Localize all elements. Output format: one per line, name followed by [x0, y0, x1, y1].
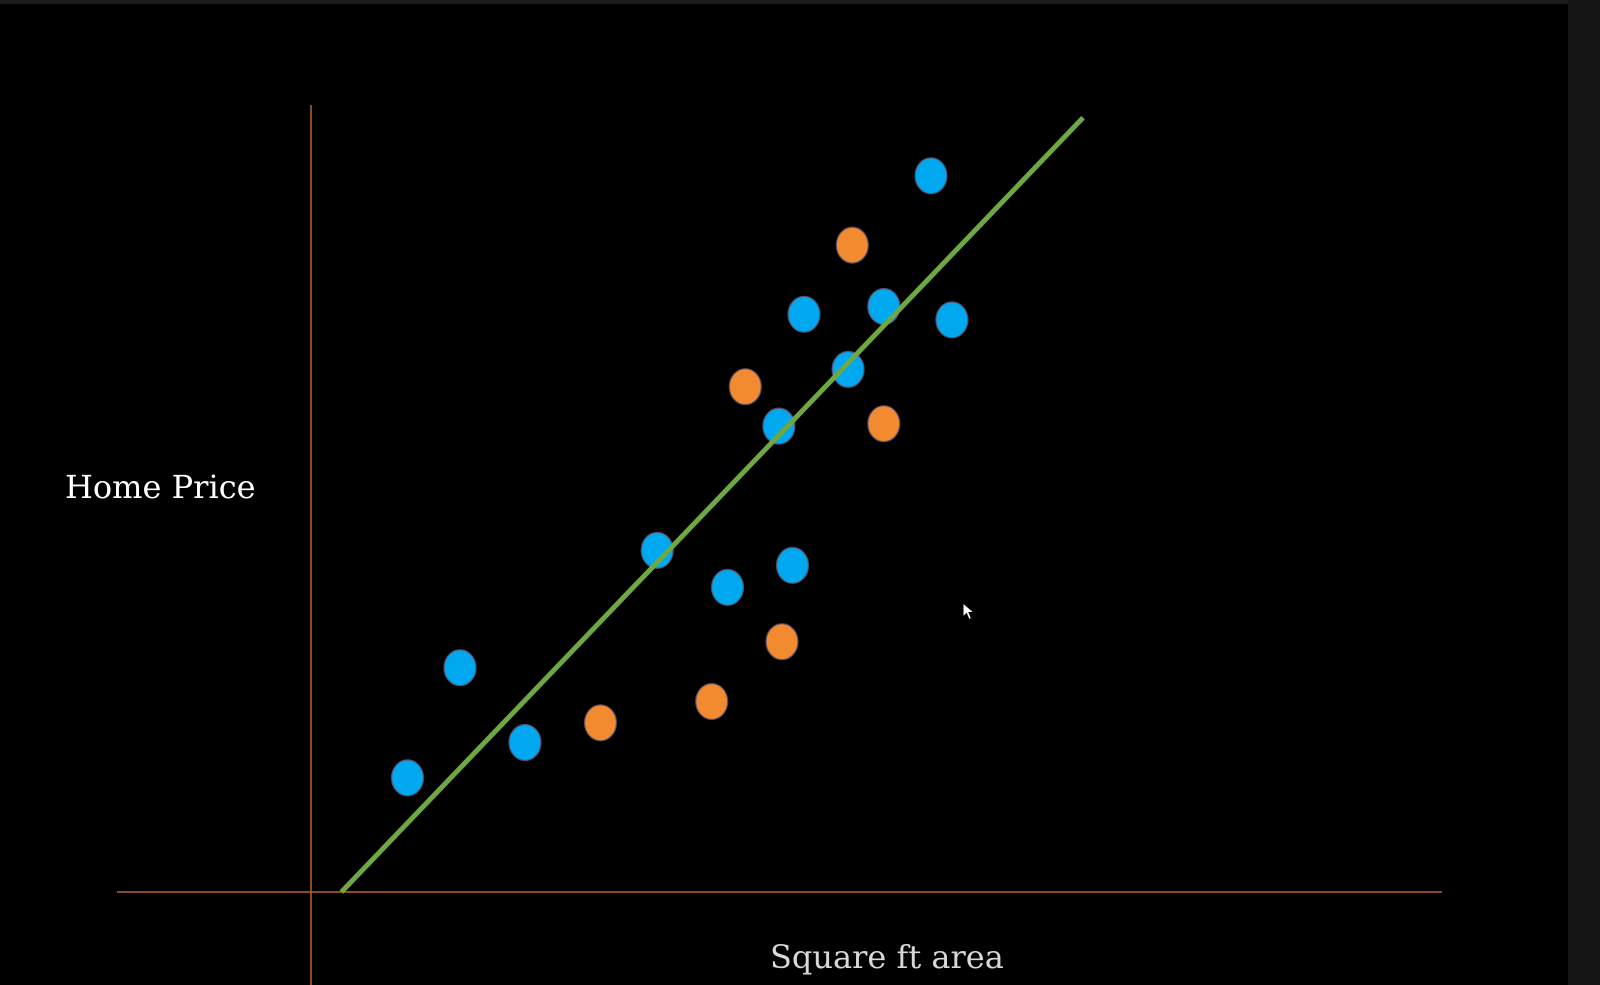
training-point-7: [762, 407, 796, 445]
points-layer: [390, 157, 969, 797]
right-border: [1568, 0, 1600, 985]
training-point-8: [787, 295, 821, 333]
top-border: [0, 0, 1600, 4]
x-axis-label: Square ft area: [770, 938, 1004, 976]
test-point-2: [695, 682, 729, 721]
mouse-cursor-icon: [962, 602, 976, 621]
training-point-3: [508, 723, 542, 762]
training-point-11: [914, 157, 948, 195]
training-point-1: [390, 759, 425, 797]
test-point-3: [765, 623, 799, 661]
training-point-4: [640, 531, 674, 570]
test-point-6: [867, 405, 901, 443]
y-axis-label: Home Price: [65, 468, 256, 506]
training-point-2: [443, 649, 477, 687]
test-point-1: [583, 704, 618, 742]
training-point-5: [710, 568, 745, 607]
training-point-12: [935, 301, 969, 339]
training-point-10: [867, 287, 901, 326]
regression-line: [339, 115, 1085, 894]
test-point-5: [835, 226, 869, 264]
training-point-9: [831, 350, 865, 388]
test-point-4: [728, 368, 762, 406]
training-point-6: [775, 546, 810, 585]
